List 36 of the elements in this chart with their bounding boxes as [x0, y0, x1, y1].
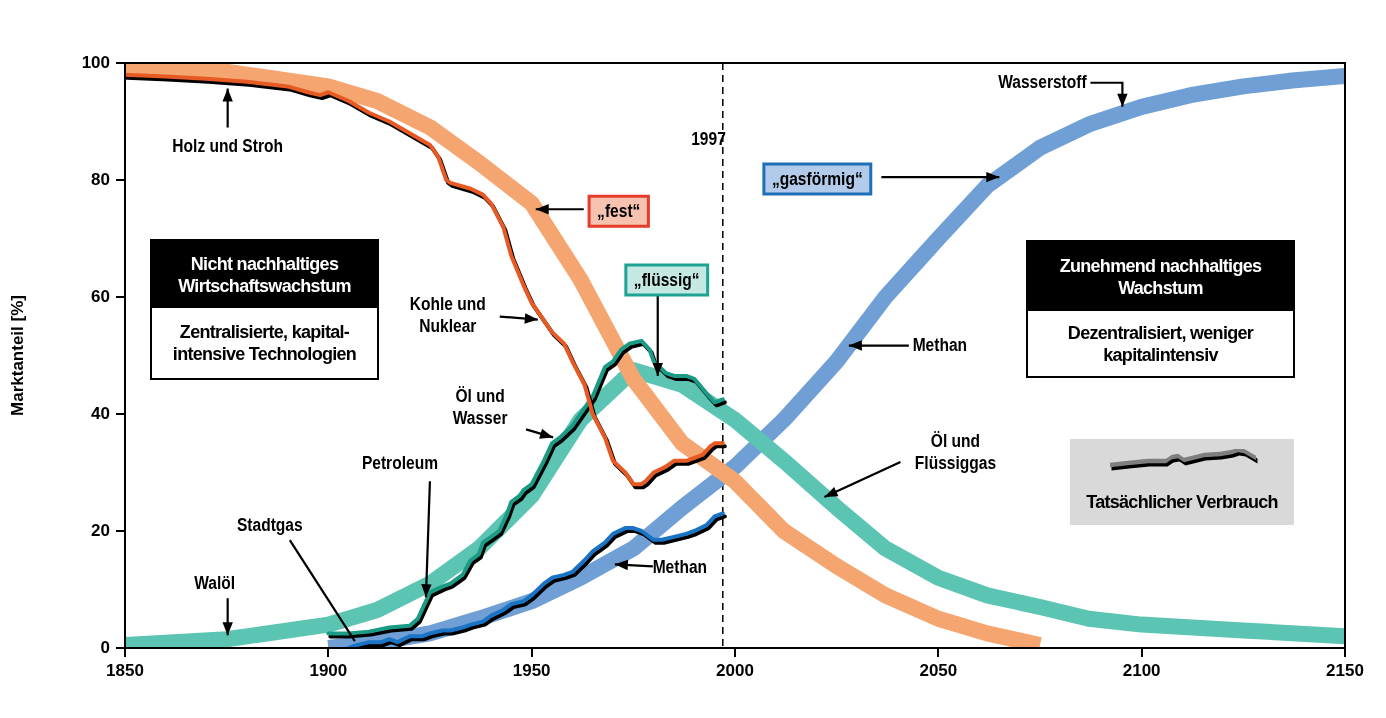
x-tick-label: 1900	[309, 660, 348, 680]
annotation: Stadtgas	[236, 513, 303, 536]
annotation: Tatsächlicher Verbrauch	[1085, 491, 1279, 513]
y-tick-label: 0	[100, 637, 110, 657]
annotation: Zunehmend nachhaltiges Wachstum	[1058, 254, 1263, 299]
annotation: Dezentralisiert, weniger kapitalintensiv	[1066, 321, 1255, 366]
y-tick-label: 60	[91, 286, 110, 306]
x-tick-label: 1950	[512, 660, 551, 680]
annotation: Nicht nachhaltiges Wirtschaftswachstum	[177, 252, 352, 297]
x-tick-label: 2150	[1326, 660, 1364, 680]
annotation: Methan	[912, 333, 968, 356]
annotation: Öl und Wasser	[452, 384, 508, 429]
y-tick-label: 80	[91, 169, 110, 189]
annotation: Petroleum	[361, 451, 438, 474]
y-tick-label: 100	[81, 52, 110, 72]
annotation: Wasserstoff	[998, 70, 1087, 93]
x-tick-label: 2000	[716, 660, 754, 680]
right-text-panel: Zunehmend nachhaltiges Wachstum Dezentralisiert, weniger kapitalintensiv	[1026, 240, 1295, 378]
annotation: Zentralisierte, kapital-intensive Technologien	[171, 321, 358, 365]
ref-line-label: 1997	[691, 127, 726, 150]
annotation: „fest“	[597, 199, 641, 222]
annotation: Walöl	[194, 571, 236, 594]
annotation: „gasförmig“	[771, 167, 863, 190]
annotation: Kohle und Nuklear	[409, 292, 486, 337]
legend-panel: Tatsächlicher Verbrauch	[1070, 439, 1294, 525]
x-tick-label: 1850	[106, 660, 144, 680]
y-tick-label: 40	[91, 403, 110, 423]
y-axis-title: Marktanteil [%]	[7, 295, 27, 416]
y-tick-label: 20	[91, 520, 110, 540]
annotation: Öl und Flüssiggas	[914, 429, 997, 474]
annotation: „flüssig“	[633, 268, 700, 291]
x-tick-label: 2050	[919, 660, 958, 680]
annotation: Methan	[652, 555, 708, 577]
x-tick-label: 2100	[1122, 660, 1161, 680]
annotation: Holz und Stroh	[172, 134, 284, 157]
left-text-panel: Nicht nachhaltiges Wirtschaftswachstum Zentralisierte, kapital-intensive Technologien	[150, 239, 379, 380]
